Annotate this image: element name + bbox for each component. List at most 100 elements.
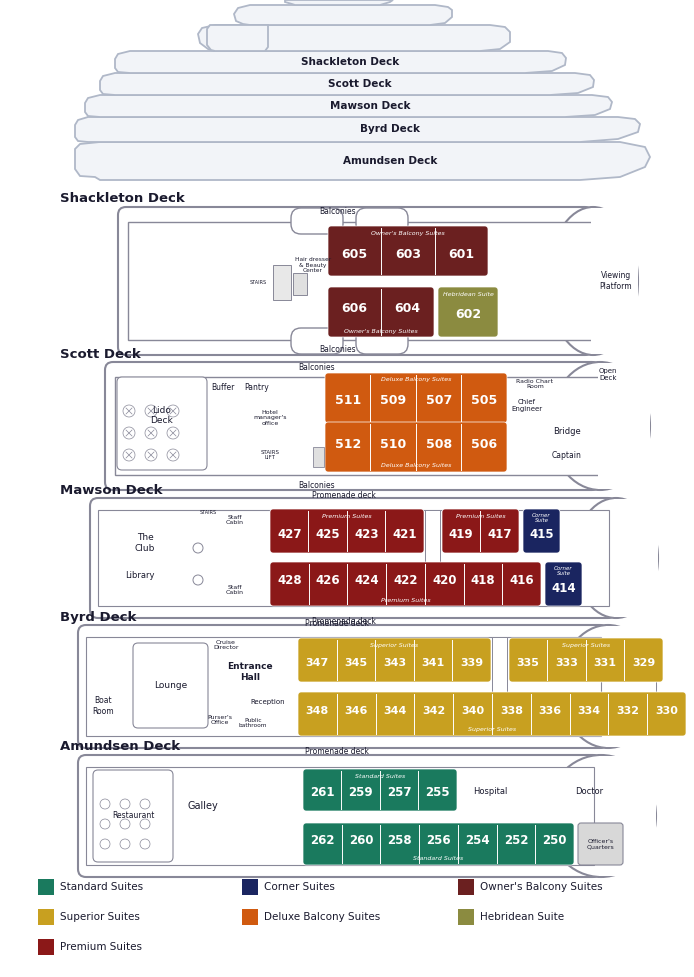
Circle shape: [140, 799, 150, 809]
Text: Balconies: Balconies: [320, 207, 356, 217]
Circle shape: [100, 819, 110, 829]
Text: 254: 254: [465, 834, 489, 847]
Text: Superior Suites: Superior Suites: [468, 728, 516, 733]
Polygon shape: [207, 25, 268, 51]
Text: 343: 343: [383, 658, 406, 668]
Text: Owner's Balcony Suites: Owner's Balcony Suites: [371, 231, 445, 235]
Text: Entrance
Hall: Entrance Hall: [227, 662, 273, 682]
Text: Promenade deck: Promenade deck: [312, 616, 376, 625]
Text: 330: 330: [655, 706, 678, 716]
Text: 341: 341: [421, 658, 445, 668]
FancyBboxPatch shape: [78, 755, 601, 877]
Text: Reception: Reception: [251, 699, 285, 705]
FancyBboxPatch shape: [523, 509, 560, 553]
Text: 606: 606: [341, 303, 368, 316]
Text: Standard Suites: Standard Suites: [414, 857, 464, 862]
Text: 344: 344: [383, 706, 407, 716]
Text: 250: 250: [543, 834, 567, 847]
Text: 346: 346: [344, 706, 368, 716]
Text: STAIRS: STAIRS: [249, 280, 266, 285]
Bar: [98, 510, 609, 606]
Text: Deluxe Balcony Suites: Deluxe Balcony Suites: [381, 377, 451, 383]
Circle shape: [193, 575, 203, 585]
FancyBboxPatch shape: [325, 373, 507, 423]
Text: Premium Suites: Premium Suites: [456, 514, 505, 519]
Text: 348: 348: [306, 706, 329, 716]
Text: Balconies: Balconies: [320, 346, 356, 355]
Text: 417: 417: [487, 528, 512, 540]
Circle shape: [123, 405, 135, 417]
Text: 259: 259: [348, 786, 373, 799]
Ellipse shape: [550, 362, 650, 490]
Polygon shape: [115, 51, 566, 73]
Text: 257: 257: [387, 786, 412, 799]
Text: 425: 425: [316, 528, 340, 540]
Text: 603: 603: [395, 247, 421, 261]
Text: Chief
Engineer: Chief Engineer: [511, 400, 543, 412]
Bar: [128, 222, 593, 340]
Bar: [273, 265, 291, 300]
Text: 338: 338: [500, 706, 523, 716]
Text: Balconies: Balconies: [298, 481, 335, 489]
Text: 329: 329: [632, 658, 655, 668]
Text: 601: 601: [448, 247, 475, 261]
Text: Promenade deck: Promenade deck: [305, 618, 369, 627]
Text: 347: 347: [305, 658, 329, 668]
Text: Scott Deck: Scott Deck: [60, 348, 141, 361]
Text: 334: 334: [577, 706, 600, 716]
Text: 424: 424: [355, 574, 379, 587]
Circle shape: [193, 543, 203, 553]
Text: 333: 333: [555, 658, 578, 668]
Text: Public
bathroom: Public bathroom: [239, 717, 267, 729]
Bar: [458, 909, 474, 925]
Bar: [606, 626, 656, 747]
Text: STAIRS
LIFT: STAIRS LIFT: [260, 449, 280, 460]
Text: Boat
Room: Boat Room: [92, 697, 114, 716]
Text: Shackleton Deck: Shackleton Deck: [60, 192, 185, 205]
Text: 428: 428: [277, 574, 302, 587]
FancyBboxPatch shape: [328, 287, 434, 337]
Text: 345: 345: [344, 658, 367, 668]
Text: Balconies: Balconies: [298, 362, 335, 371]
Polygon shape: [285, 0, 393, 5]
Text: Corner
Suite: Corner Suite: [532, 513, 551, 524]
Text: Captain: Captain: [552, 450, 582, 459]
Bar: [86, 637, 601, 736]
Circle shape: [100, 799, 110, 809]
Text: 602: 602: [455, 308, 481, 320]
Text: 604: 604: [394, 303, 421, 316]
FancyBboxPatch shape: [105, 362, 600, 490]
Ellipse shape: [546, 755, 656, 877]
FancyBboxPatch shape: [438, 287, 498, 337]
FancyBboxPatch shape: [133, 643, 208, 728]
FancyBboxPatch shape: [93, 770, 173, 862]
Bar: [293, 273, 307, 295]
FancyBboxPatch shape: [509, 638, 663, 682]
FancyBboxPatch shape: [270, 562, 541, 606]
Text: Staff
Cabin: Staff Cabin: [226, 515, 244, 526]
Bar: [313, 447, 324, 467]
Text: 427: 427: [277, 528, 301, 540]
FancyBboxPatch shape: [270, 509, 424, 553]
Bar: [599, 756, 656, 876]
Text: 340: 340: [461, 706, 484, 716]
Bar: [115, 377, 600, 475]
Bar: [86, 767, 594, 865]
Circle shape: [120, 819, 130, 829]
Bar: [492, 637, 507, 736]
Text: Hotel
manager's
office: Hotel manager's office: [253, 409, 287, 426]
Text: 339: 339: [460, 658, 483, 668]
FancyBboxPatch shape: [545, 562, 582, 606]
Text: Deluxe Balcony Suites: Deluxe Balcony Suites: [381, 463, 451, 469]
FancyBboxPatch shape: [303, 823, 574, 865]
Circle shape: [123, 427, 135, 439]
Text: Restaurant: Restaurant: [112, 812, 154, 821]
Polygon shape: [85, 95, 612, 117]
Text: Radio Chart
Room: Radio Chart Room: [516, 379, 554, 390]
Text: 509: 509: [380, 395, 406, 407]
Text: Pantry: Pantry: [244, 383, 269, 392]
FancyBboxPatch shape: [90, 498, 616, 618]
Text: 336: 336: [539, 706, 561, 716]
Text: Premium Suites: Premium Suites: [60, 942, 142, 952]
Bar: [38, 879, 54, 895]
